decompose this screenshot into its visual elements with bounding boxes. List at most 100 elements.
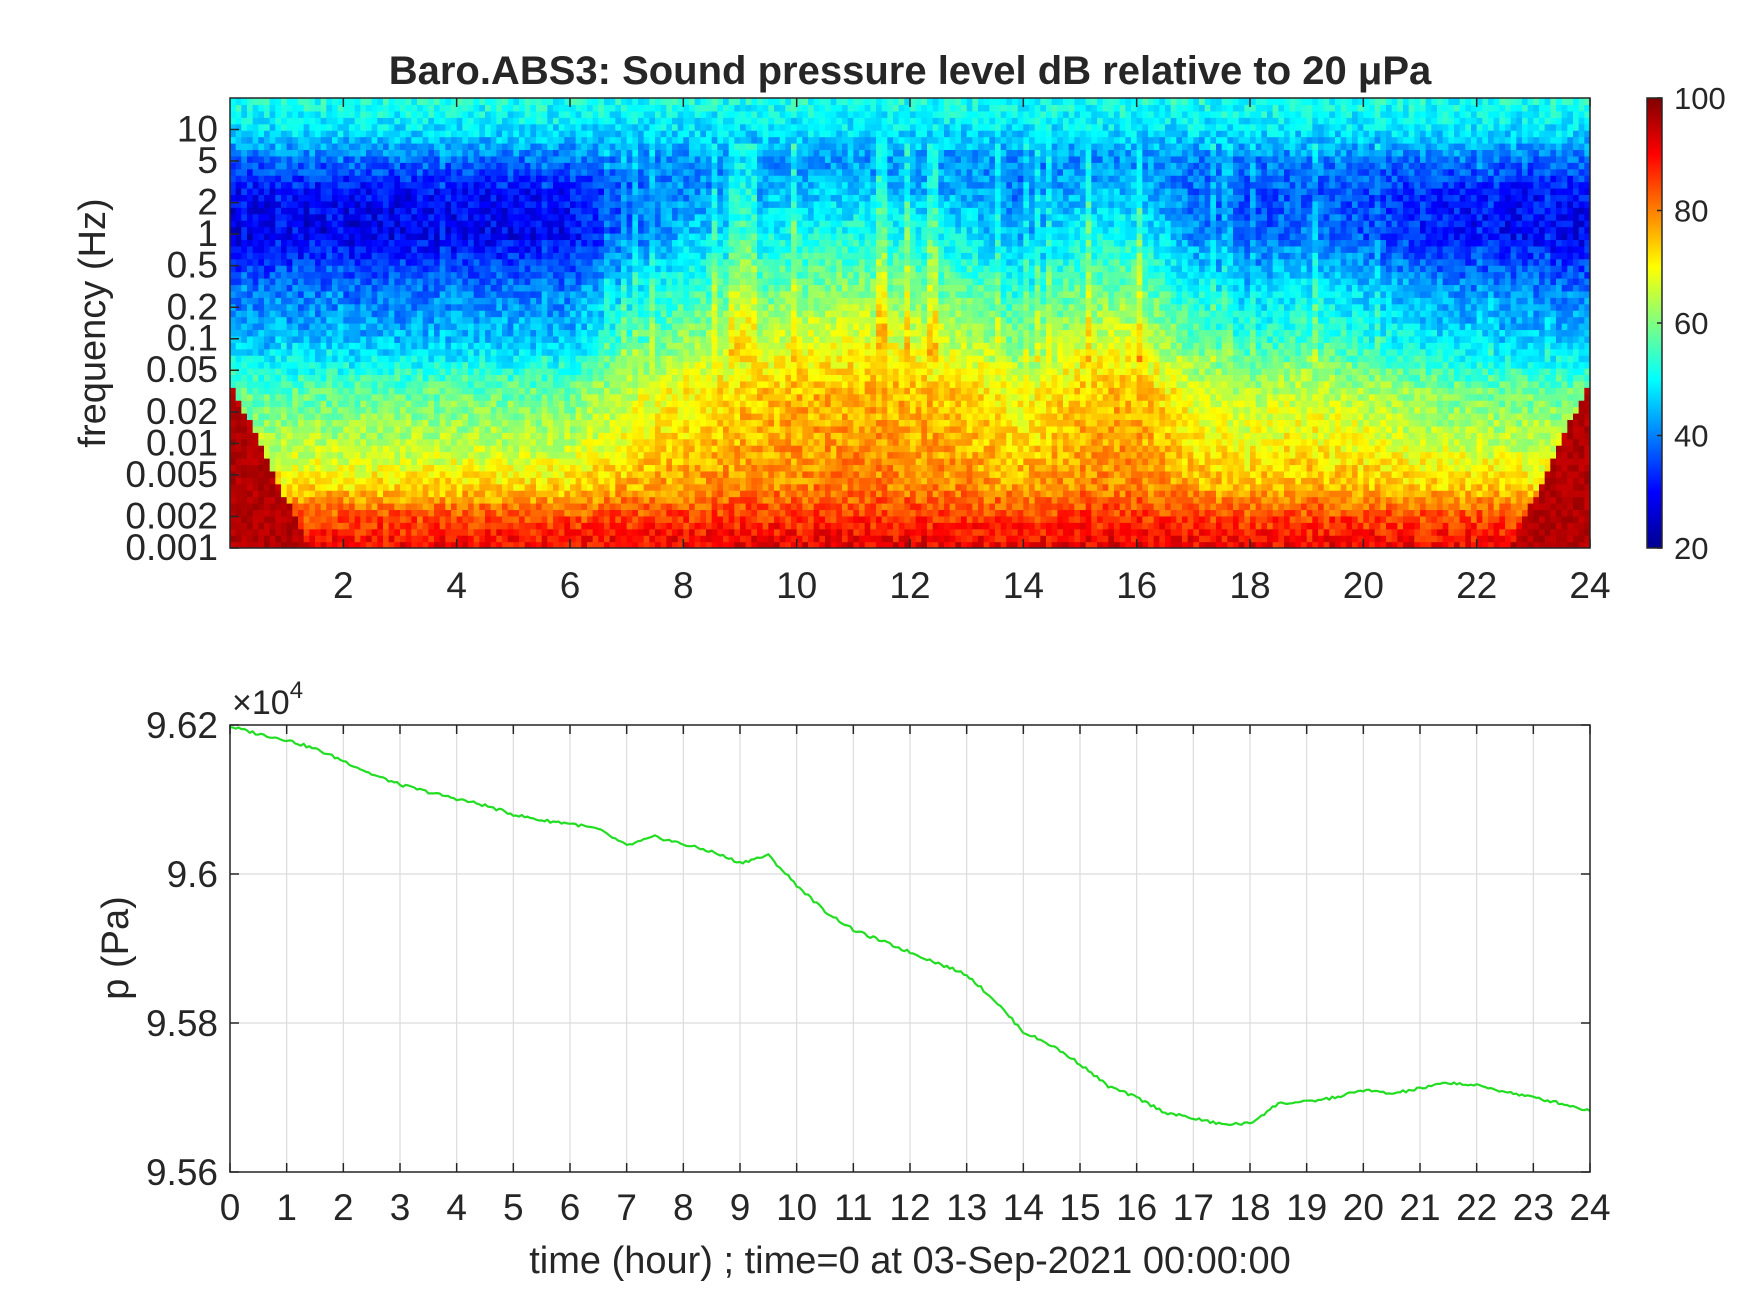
spectrogram-cell xyxy=(592,278,599,286)
spectrogram-cell xyxy=(326,387,333,395)
spectrogram-cell xyxy=(524,515,531,523)
spectrogram-cell xyxy=(428,400,435,408)
spectrogram-cell xyxy=(235,143,242,151)
spectrogram-cell xyxy=(507,335,514,343)
spectrogram-cell xyxy=(371,323,378,331)
spectrogram-cell xyxy=(315,541,322,548)
spectrogram-cell xyxy=(343,458,350,466)
spectrogram-cell xyxy=(417,400,424,408)
spectrogram-cell xyxy=(428,290,435,298)
spectrogram-cell xyxy=(541,387,548,395)
spectrogram-cell xyxy=(337,451,344,459)
spectrogram-cell xyxy=(337,445,344,453)
spectrogram-cell xyxy=(434,470,441,478)
spectrogram-cell xyxy=(309,181,316,189)
spectrogram-cell xyxy=(570,496,577,504)
spectrogram-cell xyxy=(366,361,373,369)
spectrogram-cell xyxy=(417,98,424,106)
spectrogram-cell xyxy=(428,239,435,247)
spectrogram-cell xyxy=(592,400,599,408)
spectrogram-cell xyxy=(292,483,299,491)
spectrogram-cell xyxy=(400,310,407,318)
spectrogram-cell xyxy=(530,406,537,414)
spectrogram-cell xyxy=(468,445,475,453)
spectrogram-cell xyxy=(581,233,588,241)
spectrogram-cell xyxy=(400,355,407,363)
spectrogram-cell xyxy=(354,117,361,125)
spectrogram-cell xyxy=(428,496,435,504)
spectrogram-cell xyxy=(632,470,639,478)
spectrogram-cell xyxy=(298,413,305,421)
spectrogram-cell xyxy=(615,374,622,382)
spectrogram-cell xyxy=(394,168,401,176)
spectrogram-cell xyxy=(604,226,611,234)
spectrogram-cell xyxy=(269,162,276,170)
spectrogram-cell xyxy=(360,406,367,414)
spectrogram-cell xyxy=(519,503,526,511)
spectrogram-cell xyxy=(468,220,475,228)
spectrogram-cell xyxy=(462,490,469,498)
spectrogram-cell xyxy=(513,483,520,491)
spectrogram-cell xyxy=(581,374,588,382)
spectrogram-cell xyxy=(496,98,503,106)
spectrogram-cell xyxy=(502,271,509,279)
spectrogram-cell xyxy=(247,207,254,215)
spectrogram-cell xyxy=(303,303,310,311)
spectrogram-cell xyxy=(247,490,254,498)
spectrogram-cell xyxy=(417,509,424,517)
spectrogram-cell xyxy=(292,323,299,331)
spectrogram-cell xyxy=(575,155,582,163)
spectrogram-cell xyxy=(354,464,361,472)
spectrogram-cell xyxy=(394,200,401,208)
spectrogram-cell xyxy=(581,329,588,337)
spectrogram-cell xyxy=(547,226,554,234)
spectrogram-cell xyxy=(451,220,458,228)
spectrogram-cell xyxy=(388,541,395,548)
spectrogram-cell xyxy=(332,355,339,363)
spectrogram-cell xyxy=(490,130,497,138)
spectrogram-cell xyxy=(558,490,565,498)
spectrogram-cell xyxy=(496,252,503,260)
spectrogram-cell xyxy=(388,303,395,311)
spectrogram-cell xyxy=(241,239,248,247)
spectrogram-cell xyxy=(269,368,276,376)
spectrogram-cell xyxy=(513,104,520,112)
spectrogram-cell xyxy=(252,316,259,324)
spectrogram-cell xyxy=(264,380,271,388)
spectrogram-cell xyxy=(303,149,310,157)
spectrogram-cell xyxy=(507,278,514,286)
spectrogram-cell xyxy=(598,470,605,478)
spectrogram-cell xyxy=(286,496,293,504)
spectrogram-cell xyxy=(490,445,497,453)
spectrogram-cell xyxy=(360,181,367,189)
spectrogram-cell xyxy=(553,278,560,286)
spectrogram-cell xyxy=(309,535,316,543)
spectrogram-cell xyxy=(383,207,390,215)
spectrogram-cell xyxy=(377,342,384,350)
spectrogram-cell xyxy=(530,213,537,221)
spectrogram-cell xyxy=(524,348,531,356)
spectrogram-cell xyxy=(286,98,293,106)
spectrogram-cell xyxy=(604,535,611,543)
spectrogram-cell xyxy=(247,419,254,427)
spectrogram-cell xyxy=(434,200,441,208)
spectrogram-cell xyxy=(258,130,265,138)
spectrogram-cell xyxy=(383,284,390,292)
spectrogram-cell xyxy=(275,400,282,408)
spectrogram-cell xyxy=(281,477,288,485)
spectrogram-cell xyxy=(252,188,259,196)
spectrogram-cell xyxy=(286,278,293,286)
spectrogram-cell xyxy=(570,207,577,215)
spectrogram-cell xyxy=(553,207,560,215)
spectrogram-cell xyxy=(241,284,248,292)
spectrogram-cell xyxy=(360,541,367,548)
spectrogram-cell xyxy=(258,297,265,305)
spectrogram-cell xyxy=(609,515,616,523)
spectrogram-cell xyxy=(383,387,390,395)
spectrogram-cell xyxy=(473,310,480,318)
spectrogram-cell xyxy=(502,258,509,266)
spectrogram-cell xyxy=(553,194,560,202)
spectrogram-cell xyxy=(360,110,367,118)
spectrogram-cell xyxy=(502,130,509,138)
spectrogram-cell xyxy=(490,117,497,125)
